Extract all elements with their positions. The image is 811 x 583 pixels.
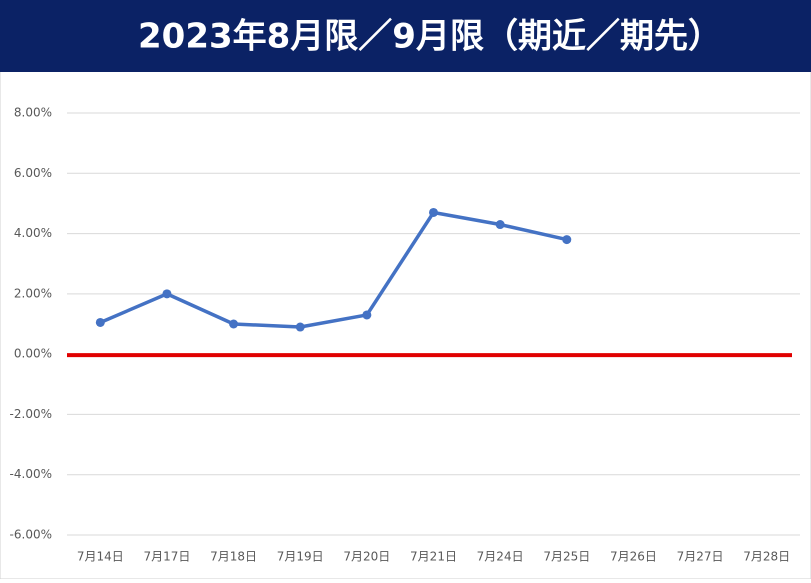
chart-title: 2023年8月限／9月限（期近／期先） [138, 17, 722, 57]
x-tick-label: 7月28日 [743, 550, 790, 564]
y-tick-label: -4.00% [10, 467, 52, 481]
y-tick-label: 6.00% [14, 166, 52, 180]
x-tick-label: 7月26日 [610, 550, 657, 564]
x-tick-label: 7月14日 [77, 550, 124, 564]
x-tick-label: 7月24日 [477, 550, 524, 564]
y-tick-label: 0.00% [14, 347, 52, 361]
y-tick-label: 2.00% [14, 286, 52, 300]
data-point [229, 319, 239, 329]
data-point [162, 289, 172, 299]
x-tick-label: 7月20日 [343, 550, 390, 564]
y-tick-label: 4.00% [14, 226, 52, 240]
x-tick-label: 7月19日 [277, 550, 324, 564]
x-tick-label: 7月21日 [410, 550, 457, 564]
y-tick-label: -2.00% [10, 407, 52, 421]
data-point [562, 235, 572, 245]
x-tick-label: 7月18日 [210, 550, 257, 564]
x-tick-label: 7月27日 [677, 550, 724, 564]
data-point [495, 220, 505, 230]
y-tick-label: -6.00% [10, 528, 52, 542]
data-point [295, 322, 305, 332]
series-line [99, 210, 568, 329]
x-tick-label: 7月25日 [543, 550, 590, 564]
data-point [362, 310, 372, 320]
data-point [429, 207, 438, 217]
data-point [95, 317, 105, 327]
x-tick-label: 7月17日 [144, 550, 191, 564]
y-tick-label: 8.00% [14, 106, 52, 120]
title-bar [0, 0, 811, 72]
